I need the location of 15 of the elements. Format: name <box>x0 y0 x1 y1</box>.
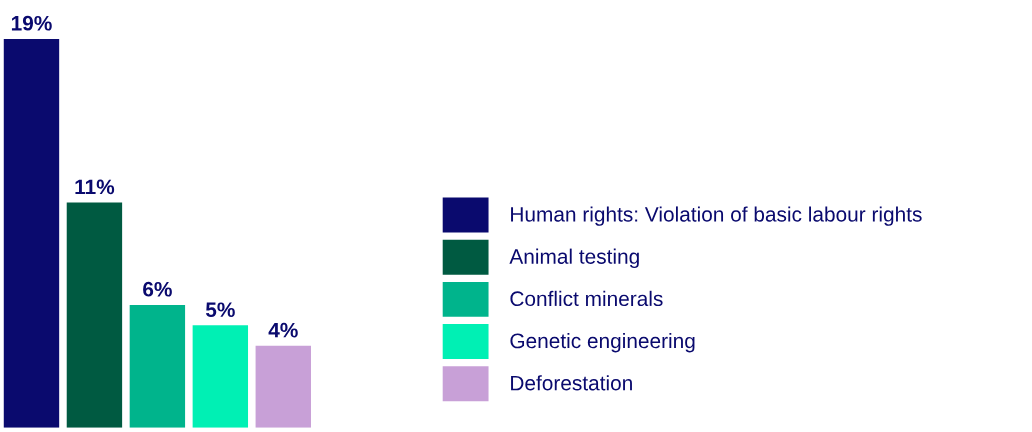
bar <box>129 304 186 428</box>
data-label: 11% <box>75 179 115 195</box>
legend-label: Human rights: Violation of basic labour rights <box>511 206 922 226</box>
data-label: 6% <box>143 281 172 297</box>
legend-label: Deforestation <box>511 375 632 391</box>
legend-label: Animal testing <box>509 248 639 269</box>
data-label: 19% <box>11 15 52 31</box>
bar <box>255 345 311 428</box>
bar <box>66 202 123 428</box>
bar <box>192 325 249 428</box>
data-label: 5% <box>205 302 235 318</box>
legend-label: Conflict minerals <box>510 290 663 307</box>
data-label: 4% <box>268 322 298 338</box>
legend-label: Genetic engineering <box>510 332 695 353</box>
bar <box>3 38 60 428</box>
